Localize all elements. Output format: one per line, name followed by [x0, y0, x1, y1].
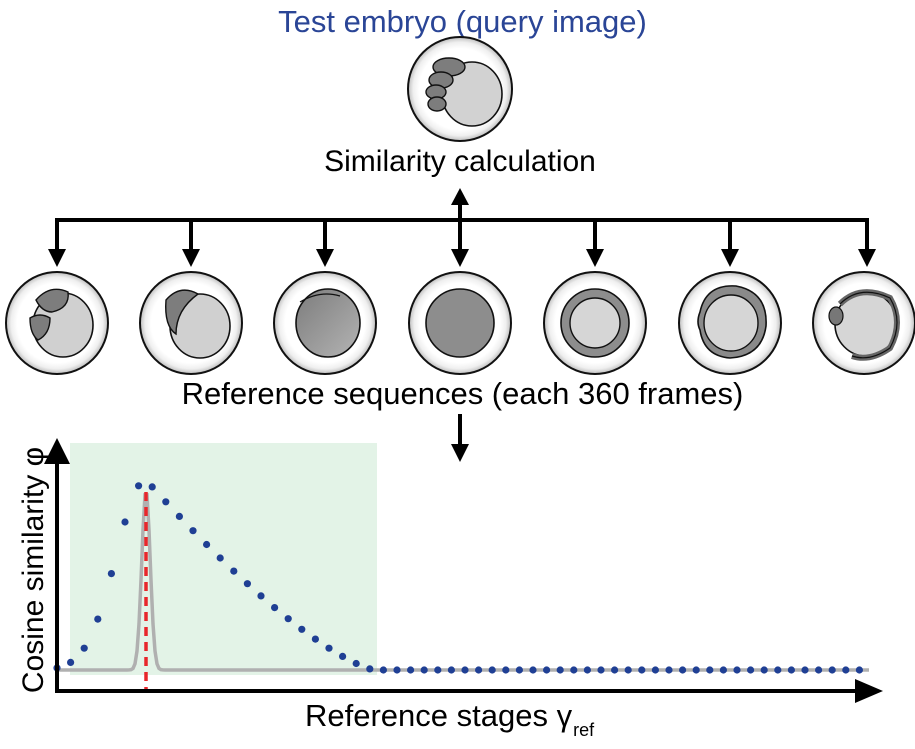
- curve-dot: [257, 592, 265, 600]
- curve-dot: [420, 666, 428, 674]
- curve-dot: [311, 635, 319, 643]
- curve-dot: [80, 644, 88, 652]
- curve-dot: [203, 540, 211, 549]
- curve-dot: [624, 666, 632, 674]
- x-axis-arrow: [855, 679, 883, 703]
- query-title: Test embryo (query image): [278, 4, 647, 39]
- curve-dot: [597, 666, 605, 674]
- curve-dot: [271, 604, 279, 612]
- curve-dot: [284, 615, 292, 623]
- curve-dot: [842, 666, 850, 674]
- x-axis-label-text: Reference stages γ: [305, 698, 573, 733]
- similarity-plot: [44, 438, 883, 703]
- curve-dot: [692, 666, 700, 674]
- dotted-curve: [53, 482, 864, 674]
- curve-dot: [135, 482, 143, 490]
- curve-dot: [828, 666, 836, 674]
- curve-dot: [121, 518, 129, 526]
- curve-dot: [787, 666, 796, 674]
- blastula-embryo: [543, 271, 647, 375]
- arrow-heads: [48, 188, 876, 462]
- curve-dot: [638, 666, 646, 674]
- curve-dot: [488, 666, 496, 674]
- curve-dot: [189, 527, 197, 535]
- curve-dot: [815, 666, 823, 674]
- two-cell-embryo: [139, 271, 243, 375]
- curve-dot: [230, 567, 238, 575]
- curve-dot: [502, 666, 510, 674]
- curve-dot: [175, 512, 183, 521]
- curve-dot: [583, 666, 592, 674]
- curve-dot: [515, 666, 524, 674]
- y-axis-arrow: [44, 438, 70, 464]
- curve-dot: [529, 666, 537, 674]
- similarity-calculation-label: Similarity calculation: [324, 145, 596, 178]
- curve-dot: [706, 666, 714, 674]
- gastrula-embryo: [678, 271, 782, 375]
- curve-dot: [855, 666, 864, 674]
- curve-dot: [774, 666, 782, 674]
- curve-dot: [148, 483, 156, 491]
- curve-dot: [67, 658, 75, 667]
- x-axis-label: Reference stages γref: [305, 700, 594, 739]
- curve-dot: [475, 666, 483, 674]
- curve-dot: [325, 644, 333, 652]
- curve-dot: [243, 580, 251, 588]
- curve-dot: [570, 666, 578, 674]
- curve-dot: [298, 625, 306, 633]
- curve-dot: [801, 666, 809, 674]
- curve-dot: [651, 666, 660, 674]
- curve-dot: [107, 570, 115, 578]
- curve-dot: [611, 666, 619, 674]
- query-embryo: [407, 36, 513, 142]
- curve-dot: [543, 666, 551, 674]
- curve-dot: [407, 666, 415, 674]
- x-axis-subscript: ref: [573, 720, 595, 740]
- curve-dot: [733, 666, 741, 674]
- connector-arrows: [55, 204, 869, 448]
- curve-dot: [339, 652, 347, 661]
- curve-dot: [461, 666, 469, 674]
- curve-dot: [393, 666, 401, 674]
- curve-dot: [719, 666, 728, 674]
- curve-dot: [760, 666, 768, 674]
- curve-dot: [216, 554, 224, 562]
- curve-dot: [352, 659, 360, 668]
- curve-dot: [665, 666, 673, 674]
- curve-dot: [366, 665, 374, 673]
- curve-dot: [447, 666, 455, 674]
- morula-embryo: [408, 271, 512, 375]
- curve-dot: [162, 498, 170, 506]
- reference-sequences-label: Reference sequences (each 360 frames): [181, 376, 744, 411]
- curve-dot: [379, 666, 387, 674]
- cleavage-stage-embryo: [5, 271, 109, 375]
- curve-dot: [556, 666, 564, 674]
- one-cell-embryo: [273, 271, 377, 375]
- curve-dot: [747, 666, 755, 674]
- segmentation-embryo: [812, 271, 915, 375]
- curve-dot: [94, 615, 102, 623]
- curve-dot: [679, 666, 687, 674]
- curve-dot: [434, 666, 442, 674]
